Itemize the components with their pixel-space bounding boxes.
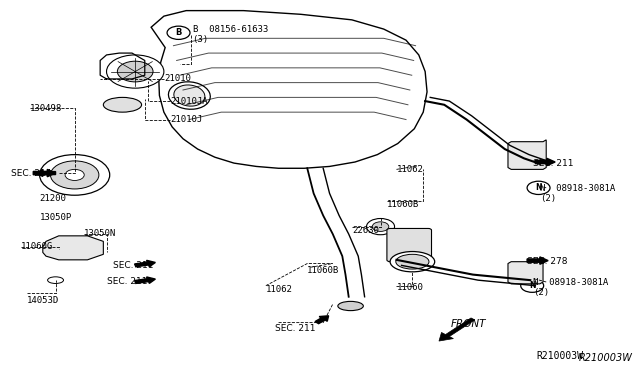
- Text: R210003W: R210003W: [537, 351, 584, 361]
- Text: 11060G: 11060G: [20, 243, 52, 251]
- Ellipse shape: [390, 251, 435, 272]
- Text: N: N: [535, 183, 542, 192]
- FancyArrow shape: [527, 257, 548, 264]
- Text: 11062: 11062: [396, 165, 423, 174]
- Text: 11062: 11062: [266, 285, 292, 294]
- Text: N  08918-3081A
(2): N 08918-3081A (2): [540, 184, 615, 203]
- Text: SEC. 211: SEC. 211: [534, 159, 574, 169]
- Ellipse shape: [338, 301, 364, 311]
- FancyBboxPatch shape: [387, 228, 431, 262]
- Circle shape: [106, 55, 164, 88]
- Circle shape: [167, 26, 190, 39]
- Circle shape: [51, 161, 99, 189]
- Text: SEC. 211: SEC. 211: [275, 324, 316, 333]
- Text: 11060: 11060: [396, 283, 423, 292]
- Text: 13050P: 13050P: [40, 213, 72, 222]
- Text: 21010JA: 21010JA: [170, 97, 208, 106]
- Text: N: N: [529, 281, 536, 290]
- Polygon shape: [508, 260, 543, 284]
- Ellipse shape: [168, 82, 211, 109]
- Text: 11060B: 11060B: [387, 200, 419, 209]
- Ellipse shape: [47, 277, 63, 283]
- Text: SEC. 211: SEC. 211: [113, 261, 154, 270]
- FancyArrow shape: [35, 170, 56, 176]
- FancyArrow shape: [33, 169, 56, 177]
- Text: SEC. 211: SEC. 211: [106, 278, 147, 286]
- FancyArrow shape: [134, 277, 156, 283]
- Circle shape: [372, 222, 389, 231]
- Text: 13050N: 13050N: [84, 230, 116, 238]
- Text: 21200: 21200: [40, 195, 67, 203]
- Text: 11060B: 11060B: [307, 266, 339, 275]
- Circle shape: [367, 218, 394, 235]
- Text: R210003W: R210003W: [579, 353, 632, 363]
- Text: 21010J: 21010J: [170, 115, 202, 124]
- Circle shape: [117, 61, 153, 82]
- Ellipse shape: [396, 254, 429, 269]
- Text: 22630: 22630: [352, 226, 379, 235]
- Text: SEC. 278: SEC. 278: [527, 257, 568, 266]
- Text: 21010: 21010: [164, 74, 191, 83]
- Circle shape: [521, 279, 543, 292]
- Text: B  08156-61633
(3): B 08156-61633 (3): [193, 25, 268, 44]
- Circle shape: [527, 181, 550, 195]
- Polygon shape: [43, 236, 103, 260]
- Text: B: B: [175, 28, 182, 37]
- FancyArrow shape: [315, 316, 328, 324]
- Ellipse shape: [174, 85, 205, 106]
- Text: FRONT: FRONT: [451, 320, 486, 330]
- Ellipse shape: [103, 97, 141, 112]
- Text: SEC. 214: SEC. 214: [11, 169, 51, 177]
- FancyArrow shape: [536, 158, 555, 166]
- Circle shape: [40, 155, 109, 195]
- Text: 14053D: 14053D: [27, 296, 59, 305]
- FancyArrow shape: [439, 318, 475, 341]
- Circle shape: [65, 169, 84, 180]
- Polygon shape: [508, 140, 546, 169]
- Text: 130498: 130498: [30, 104, 62, 113]
- Text: N  08918-3081A
(2): N 08918-3081A (2): [534, 278, 609, 297]
- FancyArrow shape: [134, 260, 156, 267]
- PathPatch shape: [151, 11, 427, 168]
